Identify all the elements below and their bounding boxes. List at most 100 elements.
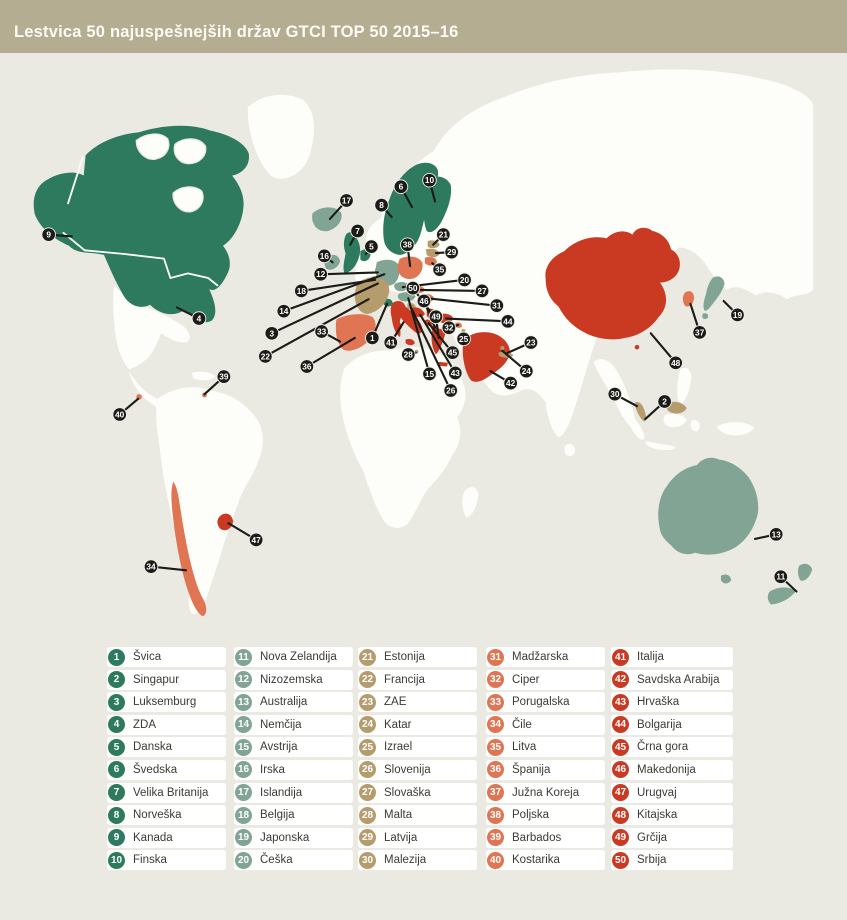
map-marker-26: 26 <box>443 383 458 398</box>
country-name: Porugalska <box>512 696 570 709</box>
marker-number: 43 <box>451 368 461 378</box>
marker-circle <box>768 527 784 542</box>
country-uk <box>343 231 361 274</box>
map-marker-50: 50 <box>405 280 421 296</box>
marker-number: 10 <box>425 175 435 185</box>
map-marker-1: 1 <box>365 330 380 346</box>
legend-item: 1 Švica <box>107 647 226 667</box>
country-name: Španija <box>512 763 551 776</box>
legend-item: 20 Češka <box>234 850 353 871</box>
country-name: Litva <box>512 741 537 754</box>
marker-circle <box>489 298 505 313</box>
map-marker-18: 18 <box>294 283 309 299</box>
marker-number: 6 <box>399 182 404 192</box>
rank-badge: 44 <box>612 716 629 734</box>
map-marker-30: 30 <box>607 386 623 402</box>
marker-circle <box>457 272 472 288</box>
rank-badge: 48 <box>612 806 629 824</box>
marker-number: 50 <box>408 283 418 293</box>
country-chile <box>171 481 207 617</box>
marker-number: 19 <box>733 310 743 320</box>
map-marker-25: 25 <box>456 331 471 347</box>
legend-item: 42 Savdska Arabija <box>611 669 733 690</box>
country-qatar <box>500 346 505 351</box>
rank-badge: 20 <box>235 851 252 869</box>
rank-badge: 29 <box>359 829 376 847</box>
map-marker-36: 36 <box>299 359 315 374</box>
marker-number: 36 <box>302 361 312 371</box>
rank-badge: 5 <box>108 738 125 756</box>
marker-number: 11 <box>776 572 785 582</box>
country-name: Avstrija <box>260 741 298 754</box>
legend-item: 27 Slovaška <box>358 782 477 803</box>
header-bar: Lestvica 50 najuspešnejših držav GTCI TO… <box>0 0 847 53</box>
landmass-borneo <box>663 413 687 428</box>
marker-number: 8 <box>379 200 384 210</box>
legend-item: 5 Danska <box>107 737 226 758</box>
legend-column-2: 11 Nova Zelandija 12 Nizozemska 13 Australija… <box>234 647 353 873</box>
rank-badge: 3 <box>108 693 125 711</box>
rank-badge: 25 <box>359 738 376 756</box>
legend-item: 25 Izrael <box>358 737 477 758</box>
rank-badge: 40 <box>487 851 504 869</box>
landmass-madagascar <box>462 487 479 518</box>
map-marker-11: 11 <box>773 569 789 585</box>
country-name: Urugvaj <box>637 786 677 799</box>
country-name: Estonija <box>384 651 425 663</box>
marker-circle <box>441 320 457 336</box>
map-marker-45: 45 <box>445 345 460 360</box>
us-canada-border <box>62 231 219 287</box>
legend-item: 45 Črna gora <box>611 737 733 758</box>
legend-item: 46 Makedonija <box>611 759 733 780</box>
legend-item: 14 Nemčija <box>234 714 353 735</box>
country-name: Australija <box>260 696 308 709</box>
marker-line-43 <box>419 313 457 375</box>
rank-badge: 30 <box>359 851 376 869</box>
country-name: Srbija <box>637 854 667 867</box>
marker-number: 7 <box>355 226 360 236</box>
country-sicily <box>405 339 415 346</box>
marker-circle <box>383 335 399 350</box>
landmass-sulawesi <box>690 419 700 432</box>
marker-number: 4 <box>197 314 202 324</box>
marker-dots: 1234567891011121314151617181920212223242… <box>41 172 789 585</box>
rank-badge: 36 <box>487 761 504 779</box>
alaska-border <box>67 156 84 205</box>
map-marker-5: 5 <box>364 239 379 254</box>
map-marker-22: 22 <box>258 349 273 364</box>
marker-circle <box>456 331 471 347</box>
rank-badge: 33 <box>487 693 504 711</box>
map-marker-24: 24 <box>519 363 534 379</box>
country-iberia <box>335 314 376 351</box>
legend-item: 23 ZAE <box>358 692 477 713</box>
marker-number: 32 <box>444 323 454 333</box>
marker-circle <box>500 314 516 329</box>
marker-number: 13 <box>772 529 782 539</box>
marker-circle <box>313 267 328 282</box>
marker-number: 9 <box>46 230 51 240</box>
rank-badge: 32 <box>487 671 504 689</box>
legend-item: 49 Grčija <box>611 827 733 848</box>
map-marker-27: 27 <box>474 283 490 299</box>
rank-badge: 1 <box>108 648 125 666</box>
marker-number: 39 <box>219 372 229 382</box>
map-marker-4: 4 <box>191 311 207 326</box>
country-name: Bolgarija <box>637 718 682 731</box>
country-crete <box>437 361 448 367</box>
legend-item: 38 Poljska <box>486 805 605 826</box>
legend-item: 37 Južna Koreja <box>486 782 605 803</box>
map-marker-33: 33 <box>314 324 329 339</box>
legend-item: 12 Nizozemska <box>234 669 353 690</box>
marker-line-36 <box>305 336 356 368</box>
country-malaysia-borneo <box>666 401 687 414</box>
country-name: Čile <box>512 718 532 731</box>
legend-item: 41 Italija <box>611 647 733 667</box>
marker-line-31 <box>426 297 498 307</box>
country-name: Češka <box>260 854 293 867</box>
marker-circle <box>191 311 207 326</box>
map-marker-23: 23 <box>523 335 539 350</box>
country-poland <box>397 256 423 280</box>
rank-badge: 47 <box>612 784 629 802</box>
map-marker-17: 17 <box>339 193 354 208</box>
